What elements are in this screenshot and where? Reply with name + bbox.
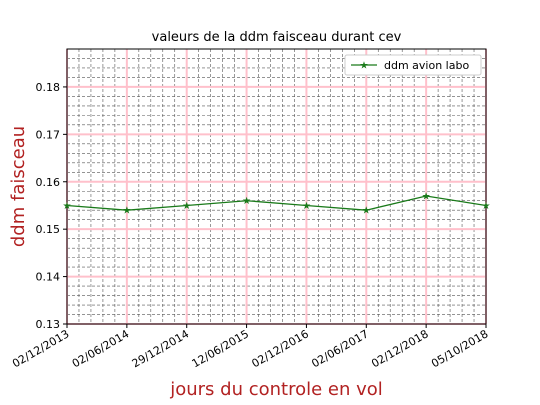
y-axis-label: ddm faisceau [8, 126, 29, 247]
y-tick-label: 0.15 [36, 223, 61, 236]
x-tick-label: 02/12/2018 [369, 327, 430, 370]
y-tick-label: 0.14 [36, 271, 61, 284]
data-point-marker: ★ [362, 206, 371, 217]
y-tick-label: 0.18 [36, 81, 61, 94]
data-point-marker: ★ [122, 206, 131, 217]
y-tick-label: 0.13 [36, 318, 61, 331]
x-tick-label: 02/06/2014 [70, 327, 131, 370]
minor-grid [67, 48, 486, 324]
y-tick-label: 0.17 [36, 128, 61, 141]
x-tick-label: 12/06/2015 [190, 327, 251, 370]
data-point-marker: ★ [482, 201, 491, 212]
legend-label: ddm avion labo [384, 59, 469, 72]
legend-box [344, 54, 482, 76]
legend-star-marker: ★ [360, 61, 369, 72]
x-tick-label: 29/12/2014 [130, 327, 191, 370]
x-tick-label: 02/12/2016 [250, 327, 311, 370]
x-axis-ticks: 02/12/201302/06/201429/12/201412/06/2015… [10, 324, 491, 370]
data-point-marker: ★ [302, 201, 311, 212]
chart-title: valeurs de la ddm faisceau durant cev [152, 30, 402, 45]
series-layer: ★ ★ ★ ★ ★ ★ ★ ★ [63, 191, 491, 216]
major-grid [66, 49, 487, 325]
data-point-marker: ★ [63, 201, 72, 212]
series-line [66, 195, 487, 211]
x-tick-label: 05/10/2018 [429, 327, 490, 370]
y-axis-ticks: 0.13 0.14 0.15 0.16 0.17 0.18 [36, 81, 67, 331]
plot-frame [66, 48, 487, 325]
y-tick-label: 0.16 [36, 176, 61, 189]
data-point-marker: ★ [182, 201, 191, 212]
data-point-marker: ★ [242, 196, 251, 207]
x-axis-label: jours du controle en vol [169, 379, 383, 400]
legend: ★ ddm avion labo [344, 54, 482, 76]
x-tick-label: 02/06/2017 [309, 327, 370, 370]
x-tick-label: 02/12/2013 [10, 327, 71, 370]
data-point-marker: ★ [422, 191, 431, 202]
